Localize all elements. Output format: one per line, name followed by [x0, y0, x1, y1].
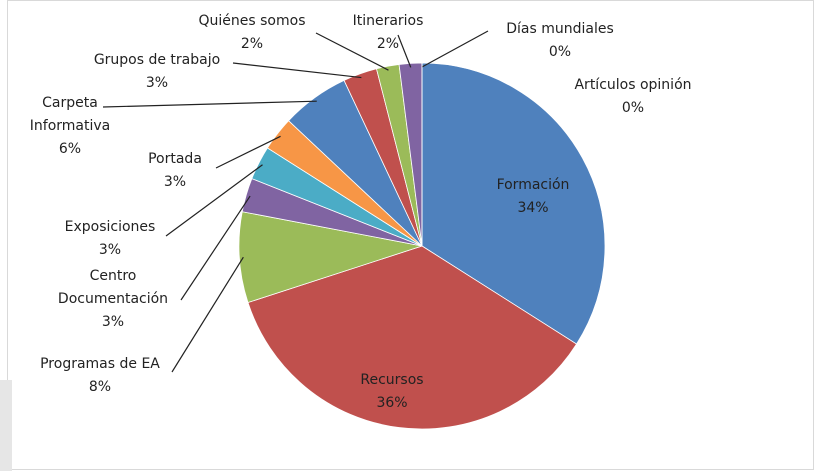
pie-slice: [238, 211, 423, 304]
leader-line: [171, 256, 244, 373]
leader-line: [397, 34, 412, 68]
slice-label: Días mundiales 0%: [490, 18, 630, 64]
slice-percent: 0%: [548, 44, 572, 60]
leader-line: [180, 195, 251, 301]
slice-label: Recursos 36%: [332, 369, 452, 415]
slice-percent: 3%: [101, 314, 125, 330]
leader-line: [421, 30, 489, 68]
slice-label: Portada 3%: [135, 148, 215, 194]
leader-line: [215, 135, 281, 169]
leader-line: [232, 62, 362, 79]
slice-percent: 34%: [517, 200, 549, 216]
slice-percent: 2%: [240, 36, 264, 52]
slice-label: Itinerarios 2%: [338, 10, 438, 56]
slice-label: Formación 34%: [473, 174, 593, 220]
slice-percent: 3%: [145, 75, 169, 91]
slice-name: Exposiciones: [64, 219, 156, 235]
slice-name: Artículos opinión: [574, 77, 692, 93]
window-edge: [0, 380, 12, 471]
pie-slice: [421, 62, 606, 345]
pie-slice: [247, 245, 578, 430]
slice-percent: 2%: [376, 36, 400, 52]
slice-name: Portada: [148, 151, 202, 167]
slice-percent: 0%: [621, 100, 645, 116]
slice-label: Quiénes somos 2%: [187, 10, 317, 56]
leader-line: [102, 100, 317, 108]
slice-label: Grupos de trabajo 3%: [77, 49, 237, 95]
slice-name: Centro Documentación: [57, 268, 169, 307]
slice-label: Exposiciones 3%: [50, 216, 170, 262]
slice-label: Centro Documentación 3%: [48, 265, 178, 334]
leader-line: [165, 164, 263, 237]
slice-name: Recursos: [360, 372, 424, 388]
slice-percent: 3%: [163, 174, 187, 190]
slice-name: Itinerarios: [352, 13, 424, 29]
slice-name: Grupos de trabajo: [93, 52, 221, 68]
slice-label: Carpeta Informativa 6%: [15, 92, 125, 161]
slice-percent: 36%: [376, 395, 408, 411]
slice-name: Programas de EA: [40, 356, 160, 372]
slice-name: Formación: [496, 177, 570, 193]
slice-name: Carpeta Informativa: [29, 95, 111, 134]
slice-name: Quiénes somos: [198, 13, 306, 29]
leader-line: [315, 32, 389, 71]
slice-percent: 3%: [98, 242, 122, 258]
slice-label: Programas de EA 8%: [25, 353, 175, 399]
slice-label: Artículos opinión 0%: [558, 74, 708, 120]
slice-percent: 8%: [88, 379, 112, 395]
slice-name: Días mundiales: [506, 21, 614, 37]
slice-percent: 6%: [58, 141, 82, 157]
